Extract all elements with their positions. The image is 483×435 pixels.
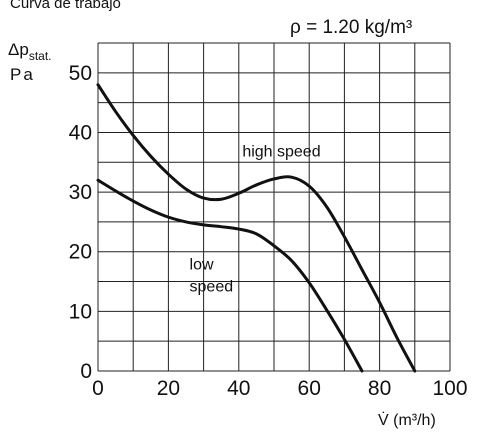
y-axis-unit: Pa	[10, 65, 35, 84]
density-note: ρ = 1.20 kg/m³	[290, 17, 412, 38]
series-line-low-speed	[96, 178, 364, 373]
y-tick-label: 10	[69, 300, 92, 323]
x-tick-label: 0	[92, 377, 104, 400]
y-axis-label: Δpstat.	[8, 40, 52, 63]
x-axis-label: V̇ (m³/h)	[378, 411, 436, 429]
y-tick-label: 30	[69, 181, 92, 204]
series-label-high-speed: high speed	[242, 143, 320, 160]
x-tick-label: 100	[432, 377, 467, 400]
tick-labels: 0 20 40 60 80 100 0 10 20 30 40 50	[69, 62, 468, 400]
y-tick-label: 40	[69, 121, 92, 144]
series-label-low-speed: low	[190, 257, 214, 274]
y-tick-label: 0	[80, 360, 92, 383]
y-tick-label: 20	[69, 241, 92, 264]
x-tick-label: 40	[227, 377, 250, 400]
series-line-high-speed	[96, 83, 417, 373]
x-tick-label: 60	[298, 377, 321, 400]
grid	[97, 42, 451, 372]
y-axis-subscript: stat.	[29, 49, 52, 63]
series-label-low-speed: speed	[190, 279, 234, 296]
x-tick-label: 20	[157, 377, 180, 400]
series	[96, 83, 417, 373]
x-tick-label: 80	[368, 377, 391, 400]
y-tick-label: 50	[69, 62, 92, 85]
y-axis-symbol: Δp	[8, 40, 29, 59]
series-labels: high speed low speed	[190, 143, 321, 295]
caption-text: Curva de trabajo	[10, 0, 121, 12]
